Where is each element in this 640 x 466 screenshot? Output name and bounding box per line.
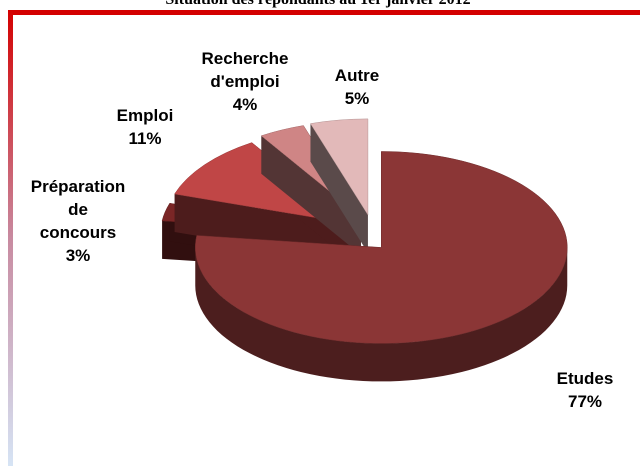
value-label: 5% <box>345 89 370 108</box>
pie <box>161 118 568 382</box>
slice <box>310 118 369 253</box>
frame-left <box>8 10 13 466</box>
category-label: Recherche d'emploi <box>202 49 289 91</box>
value-label: 77% <box>568 392 602 411</box>
slice-top <box>310 118 369 216</box>
category-label: Etudes <box>557 369 614 388</box>
chart-title: Situation des répondants au 1er janvier … <box>165 0 470 8</box>
labels: Etudes 77% Préparation de concours 3% Emploi 11… <box>31 49 614 411</box>
value-label: 3% <box>66 246 91 265</box>
slice-side <box>195 247 568 382</box>
value-label: 11% <box>128 129 161 148</box>
slice-top <box>195 151 568 344</box>
category-label: Autre <box>335 66 379 85</box>
slice-wall <box>310 123 368 253</box>
category-label: Préparation de concours <box>31 177 125 242</box>
frame-top <box>8 10 640 15</box>
category-label: Emploi <box>117 106 174 125</box>
value-label: 4% <box>233 95 258 114</box>
slice <box>195 151 568 382</box>
slice-wall <box>261 135 361 255</box>
